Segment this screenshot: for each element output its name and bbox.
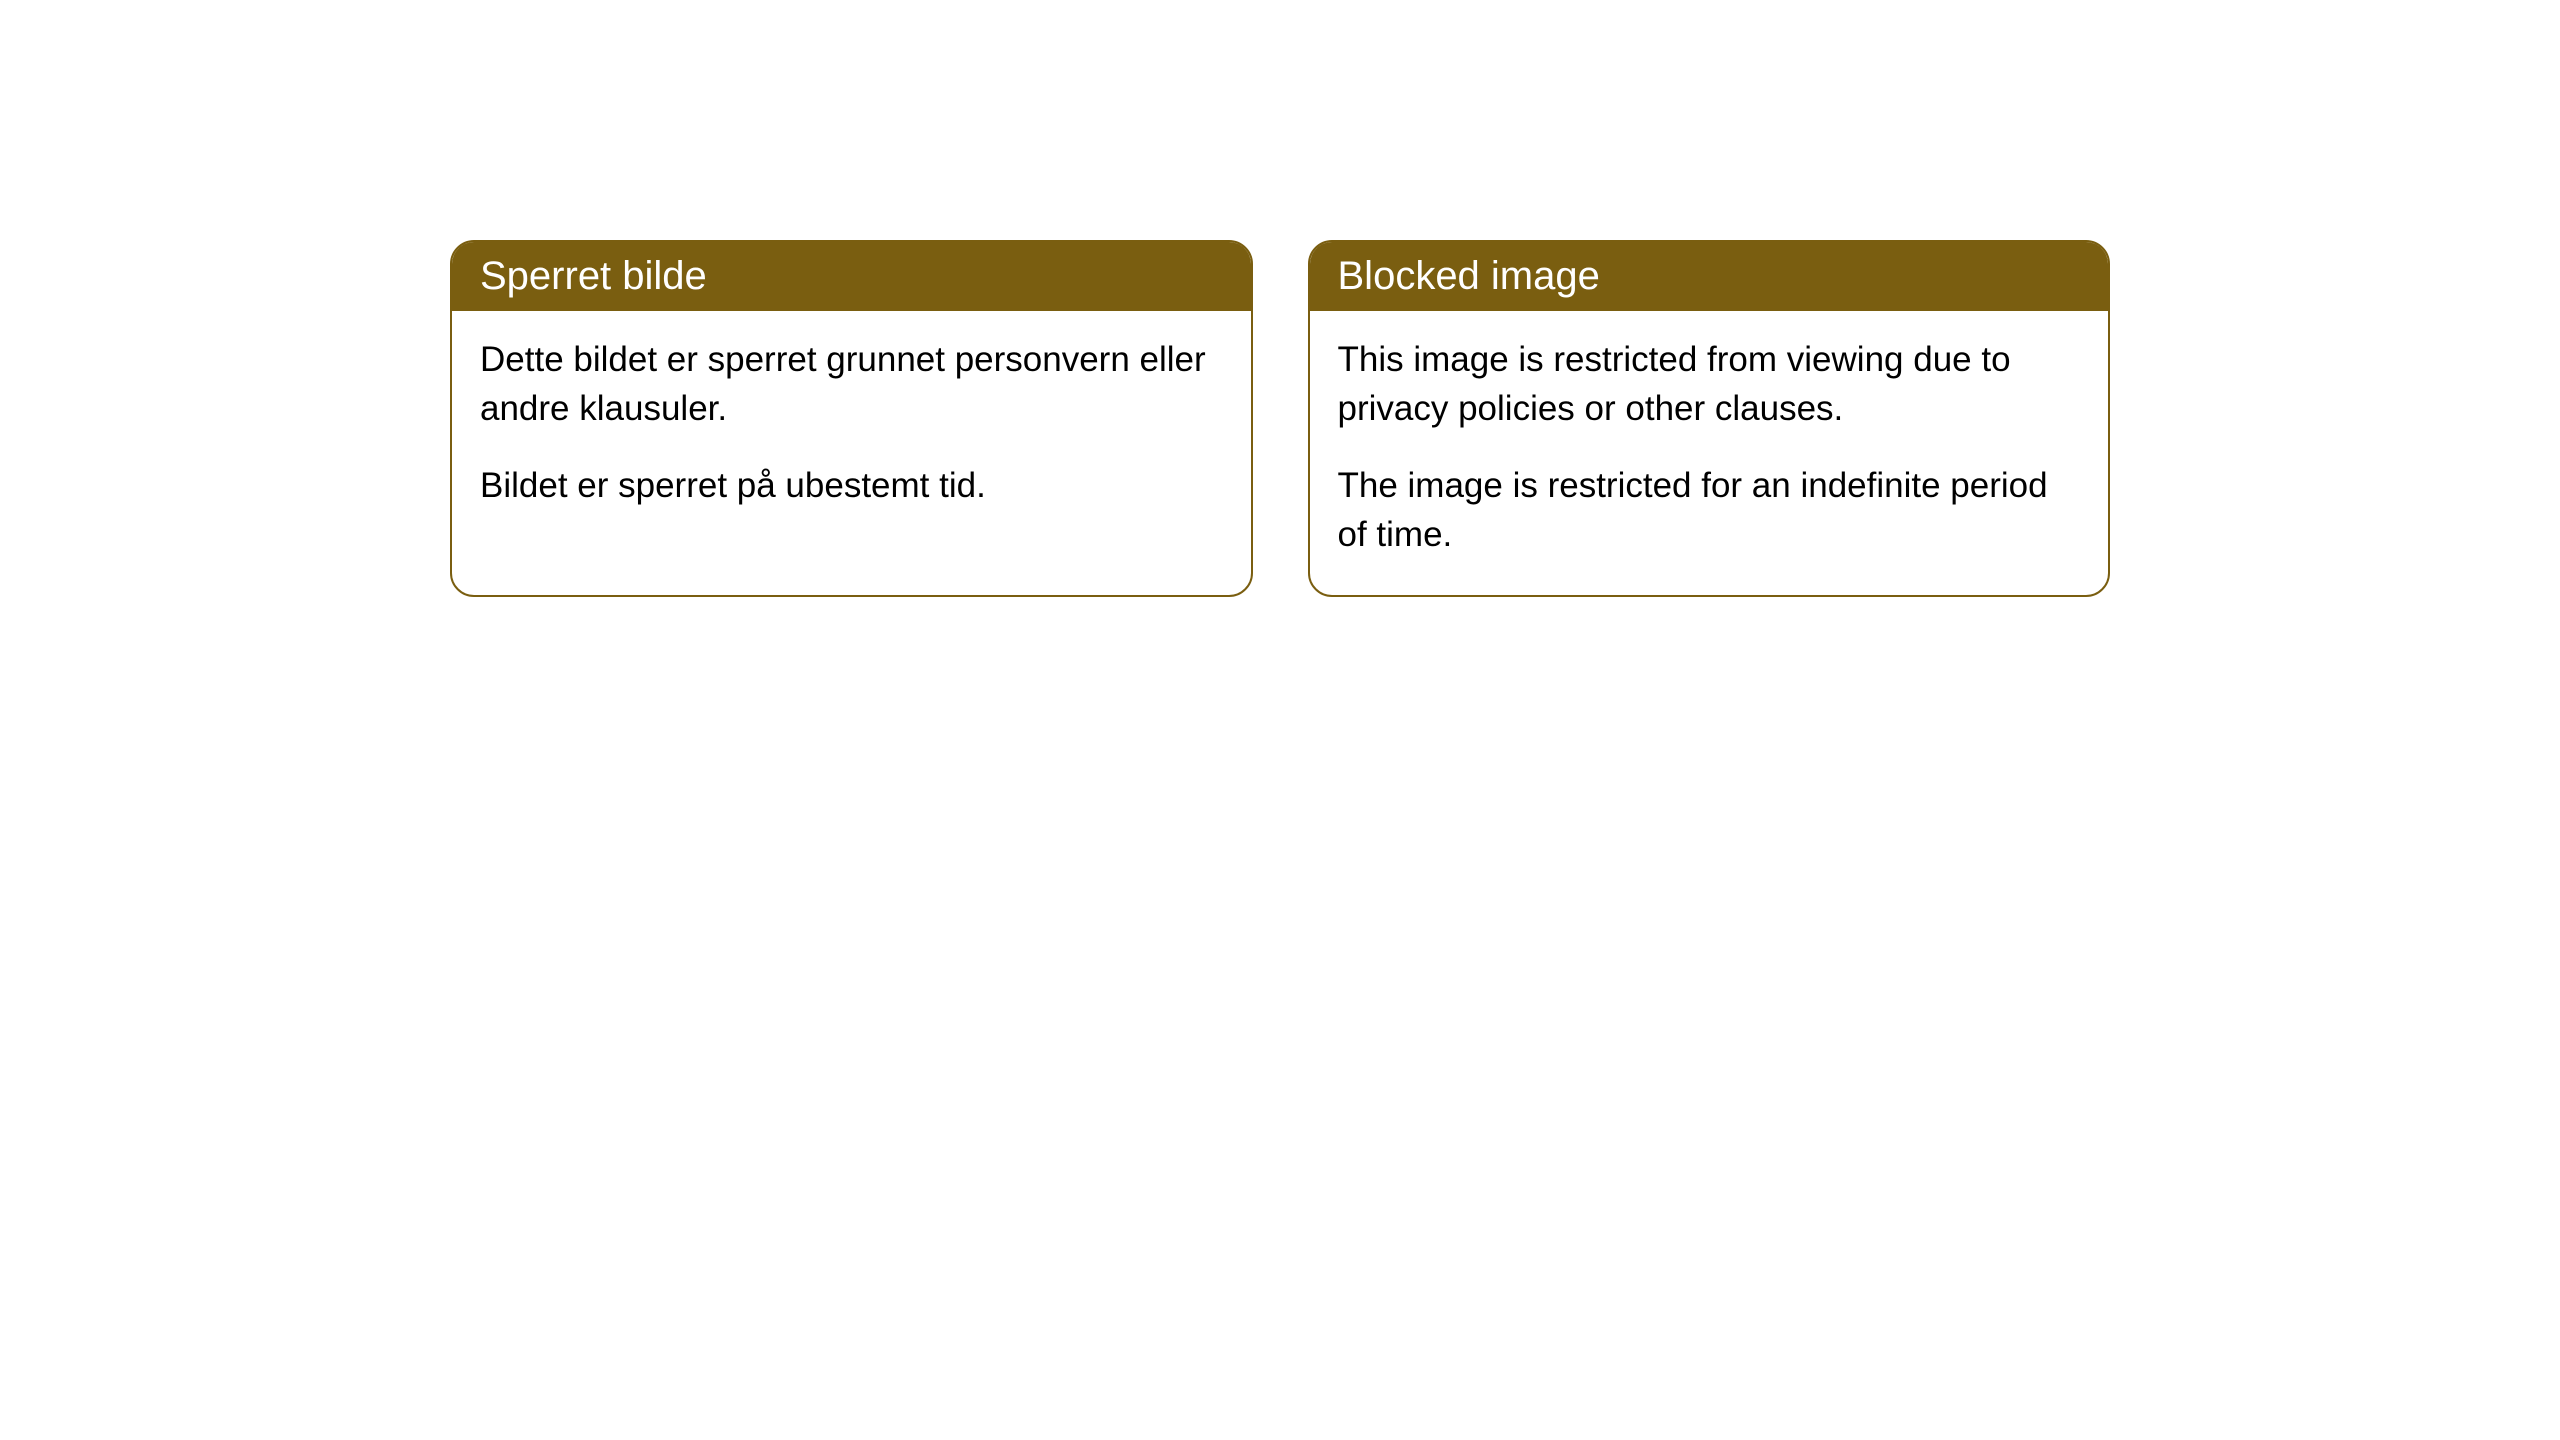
card-header-en: Blocked image — [1310, 242, 2109, 311]
card-paragraph-en-2: The image is restricted for an indefinit… — [1338, 461, 2081, 559]
card-paragraph-en-1: This image is restricted from viewing du… — [1338, 335, 2081, 433]
card-paragraph-no-2: Bildet er sperret på ubestemt tid. — [480, 461, 1223, 510]
card-title-no: Sperret bilde — [480, 254, 707, 298]
card-title-en: Blocked image — [1338, 254, 1600, 298]
notice-cards-container: Sperret bilde Dette bildet er sperret gr… — [450, 240, 2110, 597]
card-body-en: This image is restricted from viewing du… — [1310, 311, 2109, 595]
card-paragraph-no-1: Dette bildet er sperret grunnet personve… — [480, 335, 1223, 433]
blocked-image-card-no: Sperret bilde Dette bildet er sperret gr… — [450, 240, 1253, 597]
blocked-image-card-en: Blocked image This image is restricted f… — [1308, 240, 2111, 597]
card-body-no: Dette bildet er sperret grunnet personve… — [452, 311, 1251, 546]
card-header-no: Sperret bilde — [452, 242, 1251, 311]
